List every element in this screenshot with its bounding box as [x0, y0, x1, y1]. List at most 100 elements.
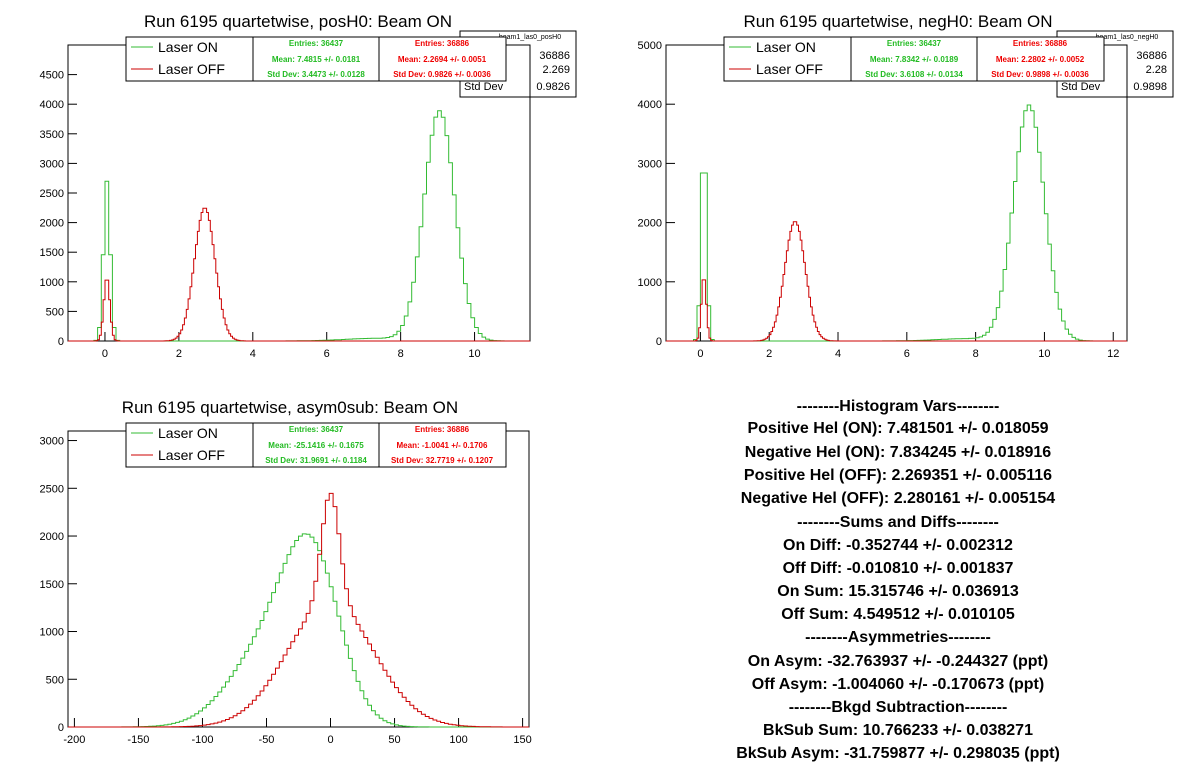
legend-label-on: Laser ON [158, 425, 218, 441]
chart-title-asym0sub: Run 6195 quartetwise, asym0sub: Beam ON [122, 398, 458, 417]
x-tick-label: 4 [250, 348, 256, 360]
bg-stats-mean: 2.28 [1146, 64, 1167, 76]
stats-box-off-asym0sub: Entries: 36886 Mean: -1.0041 +/- 0.1706 … [378, 422, 507, 468]
panel-asym0sub: Run 6195 quartetwise, asym0sub: Beam ON … [40, 398, 532, 746]
y-tick-label: 1500 [40, 579, 64, 591]
stats-off-std: Std Dev: 0.9826 +/- 0.0036 [393, 70, 491, 79]
y-tick-label: 2000 [638, 218, 662, 230]
x-tick-label: 100 [449, 734, 467, 746]
histogram-laser-off-asym0sub [68, 492, 529, 728]
stats-off-entries: Entries: 36886 [415, 425, 470, 434]
bg-stats-std-label: Std Dev [464, 81, 504, 93]
histogram-laser-off-negh0 [666, 221, 1127, 342]
y-tick-label: 3000 [40, 158, 64, 170]
y-tick-label: 1500 [40, 247, 64, 259]
y-tick-label: 4500 [40, 70, 64, 82]
stats-on-entries: Entries: 36437 [289, 425, 344, 434]
y-tick-label: 3500 [40, 129, 64, 141]
stats-on-mean: Mean: 7.4815 +/- 0.0181 [272, 55, 361, 64]
legend-label-off: Laser OFF [158, 61, 225, 77]
stats-box-on-negh0: Entries: 36437 Mean: 7.8342 +/- 0.0189 S… [850, 36, 978, 82]
x-tick-label: 0 [697, 348, 703, 360]
summary-line-12: Off Asym: -1.004060 +/- -0.170673 (ppt) [752, 676, 1044, 693]
summary-line-9: Off Sum: 4.549512 +/- 0.010105 [781, 606, 1015, 623]
x-tick-label: -100 [191, 734, 213, 746]
stats-off-mean: Mean: 2.2802 +/- 0.0052 [996, 55, 1085, 64]
x-tick-label: -50 [259, 734, 275, 746]
summary-line-2: Negative Hel (ON): 7.834245 +/- 0.018916 [745, 444, 1051, 461]
summary-line-5: --------Sums and Diffs-------- [797, 514, 999, 531]
y-tick-label: 5000 [638, 40, 662, 52]
bg-stats-name: beam1_las0_posH0 [499, 34, 561, 41]
summary-line-8: On Sum: 15.315746 +/- 0.036913 [777, 583, 1019, 600]
y-tick-label: 4000 [40, 99, 64, 111]
summary-line-11: On Asym: -32.763937 +/- -0.244327 (ppt) [748, 653, 1048, 670]
histogram-laser-on-negh0 [666, 104, 1127, 342]
x-tick-label: 2 [766, 348, 772, 360]
summary-line-14: BkSub Sum: 10.766233 +/- 0.038271 [763, 722, 1033, 739]
summary-line-13: --------Bkgd Subtraction-------- [789, 699, 1008, 716]
y-tick-label: 0 [656, 336, 662, 348]
x-tick-label: 6 [324, 348, 330, 360]
bg-stats-std: 0.9826 [536, 81, 570, 93]
x-tick-label: 0 [327, 734, 333, 746]
y-tick-label: 1000 [40, 277, 64, 289]
y-tick-label: 3000 [638, 158, 662, 170]
x-tick-label: 10 [468, 348, 480, 360]
bg-stats-entries: 36886 [1136, 50, 1167, 62]
legend-label-off: Laser OFF [756, 61, 823, 77]
y-tick-label: 1000 [40, 627, 64, 639]
y-tick-label: 4000 [638, 99, 662, 111]
stats-box-off-posh0: Entries: 36886 Mean: 2.2694 +/- 0.0051 S… [378, 36, 507, 82]
stats-off-mean: Mean: -1.0041 +/- 0.1706 [397, 441, 488, 450]
stats-on-mean: Mean: -25.1416 +/- 0.1675 [268, 441, 364, 450]
summary-line-15: BkSub Asym: -31.759877 +/- 0.298035 (ppt… [736, 745, 1060, 762]
stats-box-off-negh0: Entries: 36886 Mean: 2.2802 +/- 0.0052 S… [976, 36, 1105, 82]
summary-line-3: Positive Hel (OFF): 2.269351 +/- 0.00511… [744, 467, 1052, 484]
x-tick-label: 12 [1107, 348, 1119, 360]
y-tick-label: 3000 [40, 436, 64, 448]
stats-off-std: Std Dev: 0.9898 +/- 0.0036 [991, 70, 1089, 79]
x-tick-label: 2 [176, 348, 182, 360]
plot-frame-asym0sub [67, 430, 530, 728]
summary-line-4: Negative Hel (OFF): 2.280161 +/- 0.00515… [741, 490, 1055, 507]
axes-asym0sub: -200 -150 -100 -50 0 50 100 1500500100015002000… [40, 436, 532, 746]
panel-posh0: Run 6195 quartetwise, posH0: Beam ON bea… [40, 12, 577, 360]
legend-label-on: Laser ON [756, 39, 816, 55]
legend-label-on: Laser ON [158, 39, 218, 55]
x-tick-label: 8 [973, 348, 979, 360]
y-tick-label: 2500 [40, 483, 64, 495]
summary-panel: --------Histogram Vars-------- Positive … [736, 398, 1060, 762]
x-tick-label: -200 [63, 734, 85, 746]
y-tick-label: 1000 [638, 277, 662, 289]
bg-stats-entries: 36886 [539, 50, 570, 62]
stats-on-entries: Entries: 36437 [887, 39, 942, 48]
x-tick-label: -150 [127, 734, 149, 746]
y-tick-label: 2500 [40, 188, 64, 200]
bg-stats-name: beam1_las0_negH0 [1096, 34, 1159, 41]
stats-box-on-asym0sub: Entries: 36437 Mean: -25.1416 +/- 0.1675… [252, 422, 380, 468]
stats-box-on-posh0: Entries: 36437 Mean: 7.4815 +/- 0.0181 S… [252, 36, 380, 82]
axes-negh0: 0 2 4 6 8 10 12 0 1000 2000 3000 4000 5000 [638, 40, 1120, 360]
stats-on-std: Std Dev: 31.9691 +/- 0.1184 [265, 456, 367, 465]
x-tick-label: 50 [388, 734, 400, 746]
stats-on-std: Std Dev: 3.4473 +/- 0.0128 [267, 70, 365, 79]
y-tick-label: 2000 [40, 218, 64, 230]
legend-posh0: Laser ON Laser OFF [125, 36, 254, 82]
histogram-laser-on-posh0 [68, 110, 530, 342]
summary-line-10: --------Asymmetries-------- [805, 629, 991, 646]
histogram-laser-off-posh0 [68, 207, 530, 342]
stats-off-entries: Entries: 36886 [415, 39, 470, 48]
bg-stats-mean: 2.269 [542, 64, 570, 76]
x-tick-label: 10 [1038, 348, 1050, 360]
x-tick-label: 8 [398, 348, 404, 360]
legend-asym0sub: Laser ON Laser OFF [125, 422, 254, 468]
summary-line-7: Off Diff: -0.010810 +/- 0.001837 [783, 560, 1014, 577]
x-tick-label: 4 [835, 348, 841, 360]
summary-line-0: --------Histogram Vars-------- [797, 398, 1000, 415]
bg-stats-std-label: Std Dev [1061, 81, 1101, 93]
y-tick-label: 0 [58, 336, 64, 348]
legend-label-off: Laser OFF [158, 447, 225, 463]
y-tick-label: 500 [46, 306, 64, 318]
